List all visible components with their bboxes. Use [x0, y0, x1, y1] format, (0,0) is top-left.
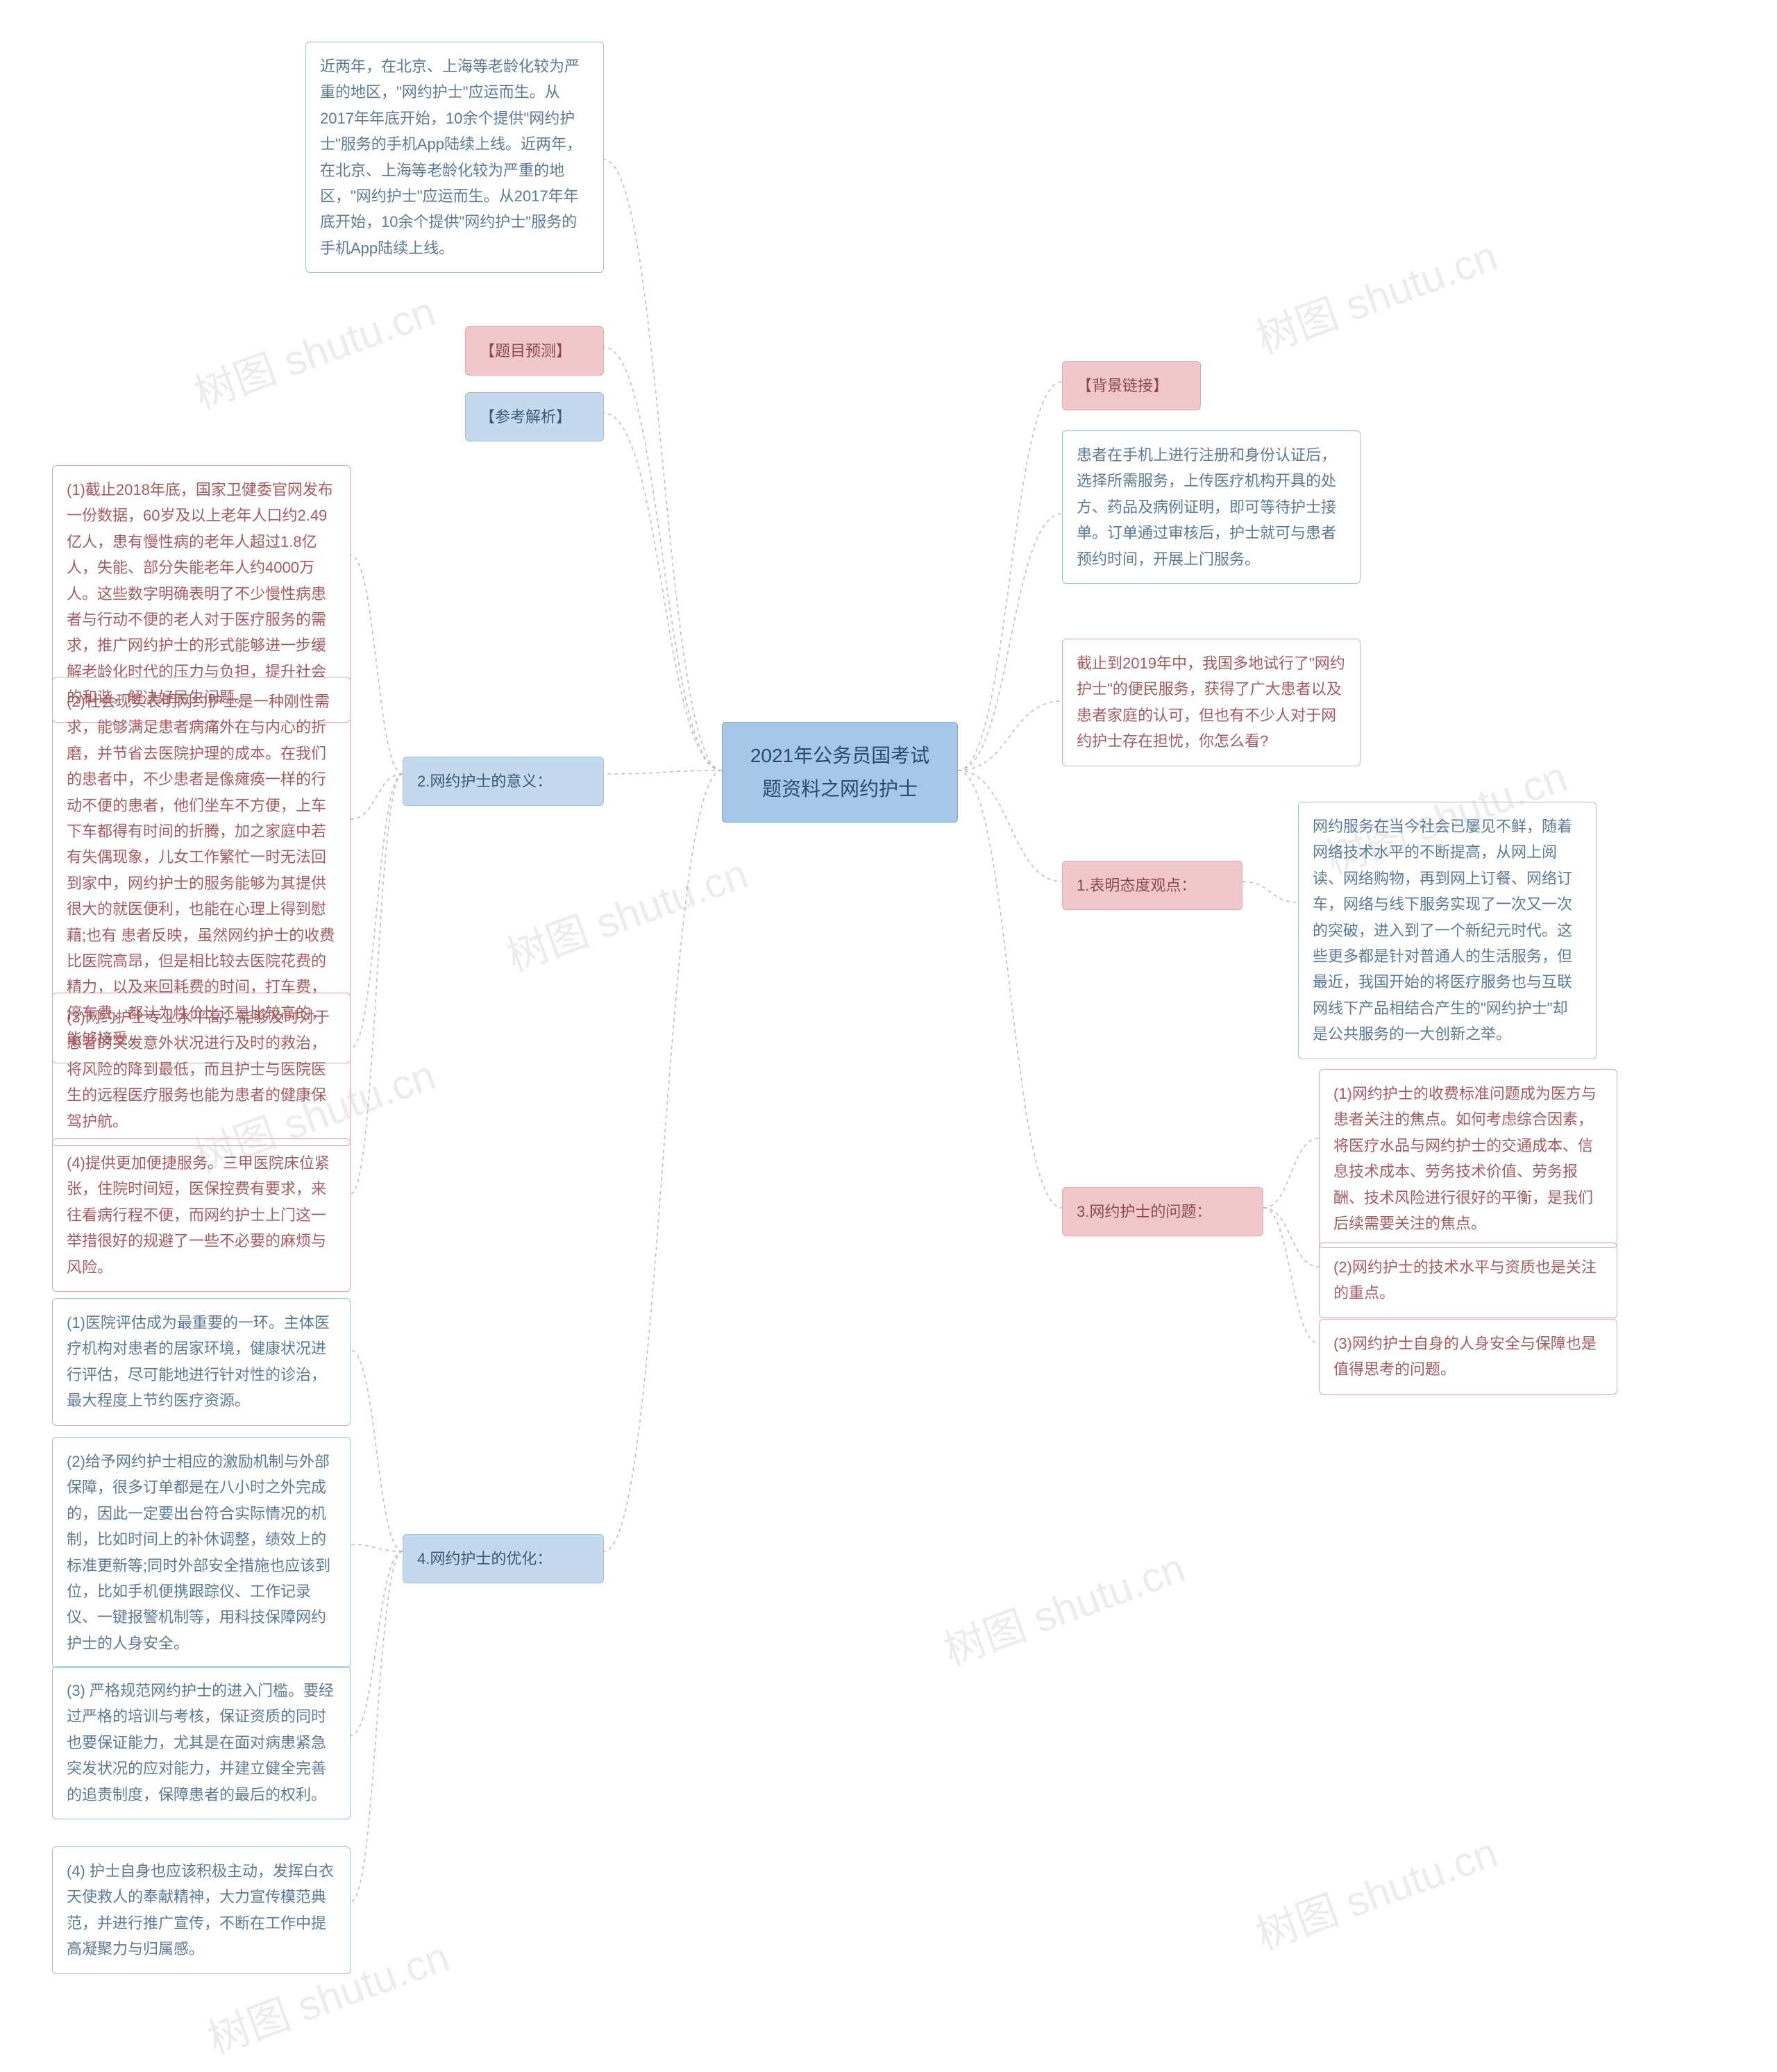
center-node: 2021年公务员国考试题资料之网约护士 [722, 722, 958, 823]
right-node-4: 网约服务在当今社会已屡见不鲜，随着网络技术水平的不断提高，从网上阅读、网络购物，… [1298, 802, 1597, 1059]
right-node-0: 【背景链接】 [1062, 361, 1201, 410]
left-node-11: (3) 严格规范网约护士的进入门槛。要经过严格的培训与考核，保证资质的同时也要保… [52, 1666, 351, 1819]
left-node-2: 【参考解析】 [465, 392, 604, 441]
right-node-8: (3)网约护士自身的人身安全与保障也是值得思考的问题。 [1319, 1319, 1617, 1395]
watermark: 树图 shutu.cn [497, 840, 755, 983]
watermark: 树图 shutu.cn [1247, 222, 1504, 365]
left-node-7: (3)网约护士专业水平高，能够及时对于患者的突发意外状况进行及时的救治，将风险的… [52, 993, 351, 1146]
right-node-2: 截止到2019年中，我国多地试行了"网约护士"的便民服务，获得了广大患者以及患者… [1062, 639, 1361, 766]
left-node-8: (4)提供更加便捷服务。三甲医院床位紧张，住院时间短，医保控费有要求，来往看病行… [52, 1138, 351, 1292]
left-node-3: 2.网约护士的意义： [403, 757, 604, 806]
right-node-1: 患者在手机上进行注册和身份认证后，选择所需服务，上传医疗机构开具的处方、药品及病… [1062, 430, 1361, 584]
watermark: 树图 shutu.cn [934, 1534, 1192, 1677]
left-node-4: 4.网约护士的优化： [403, 1534, 604, 1583]
left-node-10: (2)给予网约护士相应的激励机制与外部保障，很多订单都是在八小时之外完成的，因此… [52, 1437, 351, 1668]
left-node-9: (1)医院评估成为最重要的一环。主体医疗机构对患者的居家环境，健康状况进行评估，… [52, 1298, 351, 1426]
right-node-6: (1)网约护士的收费标准问题成为医方与患者关注的焦点。如何考虑综合因素，将医疗水… [1319, 1069, 1617, 1248]
right-node-5: 3.网约护士的问题： [1062, 1187, 1263, 1236]
right-node-3: 1.表明态度观点： [1062, 861, 1243, 910]
left-node-1: 【题目预测】 [465, 326, 604, 376]
watermark: 树图 shutu.cn [1247, 1819, 1504, 1962]
watermark: 树图 shutu.cn [185, 278, 442, 421]
left-node-0: 近两年，在北京、上海等老龄化较为严重的地区，"网约护士"应运而生。从2017年年… [305, 42, 604, 273]
left-node-12: (4) 护士自身也应该积极主动，发挥白衣天使救人的奉献精神，大力宣传模范典范，并… [52, 1846, 351, 1974]
right-node-7: (2)网约护士的技术水平与资质也是关注的重点。 [1319, 1243, 1617, 1318]
